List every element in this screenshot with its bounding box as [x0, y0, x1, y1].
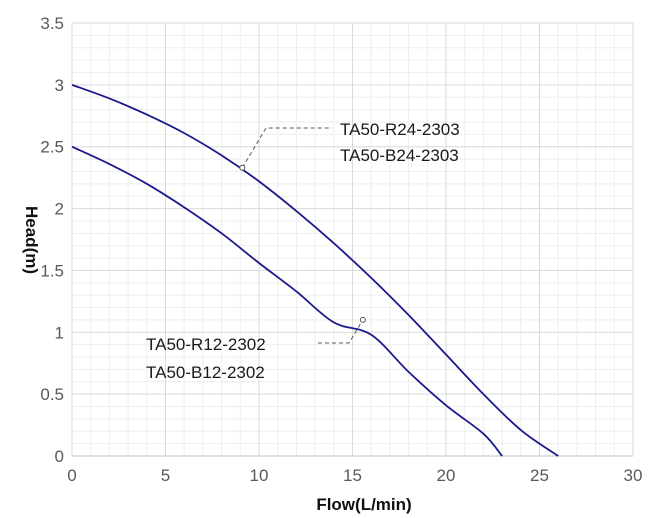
annotation-label-2-line-2: TA50-B12-2302 [146, 363, 265, 382]
x-tick-labels: 0 5 10 15 20 25 30 [67, 466, 642, 485]
leader-line-2 [318, 319, 364, 344]
y-tick-label: 1 [55, 323, 64, 342]
series-layer [71, 84, 559, 457]
x-tick-label: 30 [624, 466, 643, 485]
y-axis-title: Head(m) [22, 206, 41, 274]
y-tick-label: 3 [55, 76, 64, 95]
y-tick-label: 1.5 [40, 261, 64, 280]
y-tick-label: 0 [55, 447, 64, 466]
x-axis-title: Flow(L/min) [316, 495, 411, 514]
series-curve-1 [71, 84, 559, 457]
annotation-layer: TA50-R24-2303 TA50-B24-2303 TA50-R12-2302 T… [146, 120, 460, 382]
anchor-marker-1 [239, 164, 246, 171]
major-gridlines [71, 22, 634, 457]
y-tick-label: 2.5 [40, 138, 64, 157]
y-tick-label: 3.5 [40, 14, 64, 33]
y-tick-label: 0.5 [40, 385, 64, 404]
annotation-label-2-line-1: TA50-R12-2302 [146, 335, 266, 354]
x-tick-label: 20 [437, 466, 456, 485]
x-tick-label: 25 [530, 466, 549, 485]
x-tick-label: 5 [161, 466, 170, 485]
y-tick-label: 2 [55, 200, 64, 219]
x-tick-label: 15 [343, 466, 362, 485]
leader-line-1 [241, 127, 332, 169]
x-tick-label: 10 [250, 466, 269, 485]
annotation-label-1-line-1: TA50-R24-2303 [340, 120, 460, 139]
annotation-label-1-line-2: TA50-B24-2303 [340, 146, 459, 165]
x-tick-label: 0 [67, 466, 76, 485]
anchor-marker-2 [359, 316, 366, 323]
y-tick-labels: 0 0.5 1 1.5 2 2.5 3 3.5 [40, 14, 64, 466]
series-curve-2 [71, 145, 503, 457]
